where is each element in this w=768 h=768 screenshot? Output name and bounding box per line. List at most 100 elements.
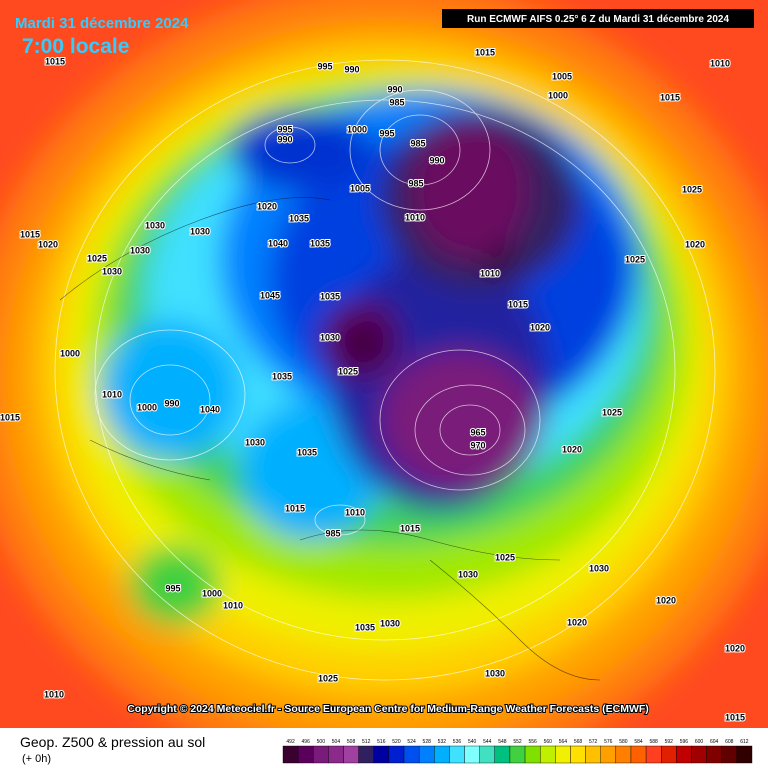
colorbar-label: 512 <box>362 739 371 745</box>
colorbar-label: 608 <box>725 739 734 745</box>
isobar-label: 1040 <box>268 238 288 248</box>
colorbar-swatch <box>555 745 571 764</box>
colorbar-swatch <box>464 745 480 764</box>
isobar-label: 1040 <box>200 404 220 414</box>
colorbar-swatch <box>328 745 344 764</box>
colorbar-label: 568 <box>574 739 583 745</box>
isobar-label: 1030 <box>245 437 265 447</box>
colorbar-label: 500 <box>317 739 326 745</box>
date: Mardi 31 décembre 2024 <box>15 15 189 32</box>
isobar-label: 1000 <box>202 588 222 598</box>
isobar-label: 1005 <box>552 71 572 81</box>
time: 7:00 locale <box>22 35 129 58</box>
isobar-label: 990 <box>277 134 292 144</box>
isobar-label: 1015 <box>475 47 495 57</box>
colorbar-label: 508 <box>347 739 356 745</box>
isobar-label: 1025 <box>602 407 622 417</box>
isobar-label: 1035 <box>310 238 330 248</box>
colorbar-label: 572 <box>589 739 598 745</box>
isobar-label: 990 <box>387 84 402 94</box>
isobar-label: 1025 <box>682 184 702 194</box>
colorbar-swatch <box>343 745 359 764</box>
isobar-label: 1030 <box>102 266 122 276</box>
isobar-label: 1020 <box>562 444 582 454</box>
colorbar-label: 576 <box>604 739 613 745</box>
isobar-label: 1030 <box>130 245 150 255</box>
isobar-label: 1015 <box>285 503 305 513</box>
colorbar-swatch <box>721 745 738 764</box>
isobar-label: 1020 <box>685 239 705 249</box>
run-info: Run ECMWF AIFS 0.25° 6 Z du Mardi 31 déc… <box>467 14 729 25</box>
isobar-label: 1010 <box>710 58 730 68</box>
colorbar: 492 496 500 504 508 512 516 520 524 528 532 536 540 5… <box>282 739 753 764</box>
colorbar-label: 544 <box>483 739 492 745</box>
colorbar-label: 492 <box>286 739 295 745</box>
isobar-label: 1025 <box>318 673 338 683</box>
isobar-label: 1035 <box>297 447 317 457</box>
colorbar-label: 556 <box>528 739 537 745</box>
isobar-label: 1025 <box>625 254 645 264</box>
isobar-label: 990 <box>344 64 359 74</box>
isobar-label: 1020 <box>257 201 277 211</box>
colorbar-label: 604 <box>710 739 719 745</box>
colorbar-swatch <box>373 745 390 764</box>
colorbar-swatch <box>434 745 450 764</box>
isobar-label: 990 <box>164 398 179 408</box>
isobar-label: 1010 <box>223 600 243 610</box>
isobar-label: 1015 <box>508 299 528 309</box>
colorbar-swatch <box>736 745 753 764</box>
isobar-label: 1005 <box>350 183 370 193</box>
isobar-label: 1045 <box>260 290 280 300</box>
colorbar-label: 584 <box>634 739 643 745</box>
colorbar-label: 504 <box>332 739 341 745</box>
colorbar-label: 540 <box>468 739 477 745</box>
colorbar-label: 612 <box>740 739 749 745</box>
isobar-label: 995 <box>317 61 332 71</box>
isobar-label: 1025 <box>338 366 358 376</box>
isobar-label: 985 <box>408 178 423 188</box>
isobar-label: 1020 <box>567 617 587 627</box>
isobar-label: 1030 <box>145 220 165 230</box>
isobar-label: 1010 <box>480 268 500 278</box>
isobar-label: 970 <box>470 440 485 450</box>
colorbar-swatch <box>661 745 677 764</box>
colorbar-swatch <box>691 745 707 764</box>
isobar-label: 1025 <box>495 552 515 562</box>
isobar-label: 1030 <box>320 332 340 342</box>
colorbar-swatch <box>403 745 420 764</box>
colorbar-swatch <box>539 745 556 764</box>
isobar-label: 1020 <box>38 239 58 249</box>
isobar-label: 1030 <box>458 569 478 579</box>
isobar-label: 1030 <box>380 618 400 628</box>
isobar-label: 985 <box>389 97 404 107</box>
isobar-label: 995 <box>165 583 180 593</box>
colorbar-swatch <box>388 745 405 764</box>
colorbar-label: 596 <box>680 739 689 745</box>
colorbar-swatch <box>449 745 465 764</box>
isobar-label: 1000 <box>548 90 568 100</box>
colorbar-label: 536 <box>453 739 462 745</box>
isobar-label: 1000 <box>60 348 80 358</box>
isobar-label: 1030 <box>485 668 505 678</box>
isobar-label: 995 <box>379 128 394 138</box>
isobar-label: 1015 <box>45 56 65 66</box>
isobar-label: 1025 <box>87 253 107 263</box>
colorbar-swatch <box>585 745 601 764</box>
colorbar-swatch <box>524 745 541 764</box>
colorbar-label: 564 <box>559 739 568 745</box>
isobar-label: 1020 <box>656 595 676 605</box>
colorbar-swatch <box>615 745 632 764</box>
colorbar-label: 532 <box>438 739 447 745</box>
isobar-label: 1010 <box>405 212 425 222</box>
colorbar-swatch <box>570 745 586 764</box>
colorbar-swatch <box>600 745 617 764</box>
colorbar-swatch <box>282 745 299 764</box>
colorbar-swatch <box>494 745 511 764</box>
isobar-label: 1030 <box>589 563 609 573</box>
colorbar-swatch <box>630 745 647 764</box>
lead-time: (+ 0h) <box>22 753 51 765</box>
isobar-label: 1015 <box>660 92 680 102</box>
colorbar-label: 524 <box>407 739 416 745</box>
